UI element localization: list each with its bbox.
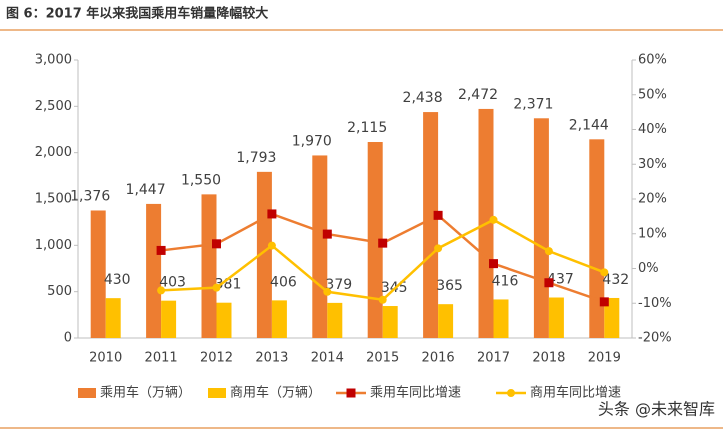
x-tick-label: 2019: [588, 351, 621, 366]
x-tick-label: 2010: [89, 351, 122, 366]
bar: [161, 300, 177, 338]
marker: [212, 239, 221, 249]
marker: [267, 241, 276, 250]
bar: [548, 297, 564, 338]
data-label: 2,438: [403, 90, 443, 106]
data-label: 1,793: [236, 150, 276, 166]
x-tick-label: 2015: [366, 351, 399, 366]
y2-tick-label: -10%: [638, 296, 672, 311]
marker: [600, 268, 609, 277]
bar: [589, 139, 605, 338]
data-label: 403: [159, 275, 186, 291]
data-label: 381: [215, 277, 242, 293]
bar: [382, 306, 398, 338]
data-label: 1,447: [126, 182, 166, 198]
legend-label: 乘用车（万辆）: [100, 385, 191, 401]
marker: [433, 210, 443, 220]
marker: [267, 209, 277, 219]
marker: [599, 297, 609, 307]
marker: [544, 278, 554, 288]
y2-tick-label: 0%: [638, 261, 659, 276]
bar: [271, 300, 287, 338]
chart-title: 图 6：2017 年以来我国乘用车销量降幅较大: [6, 6, 268, 22]
data-label: 2,472: [458, 87, 498, 103]
x-tick-label: 2013: [255, 351, 288, 366]
data-label: 406: [270, 274, 297, 290]
data-label: 1,376: [70, 188, 110, 204]
marker: [156, 245, 166, 255]
bar: [423, 112, 439, 338]
y2-tick-label: 30%: [638, 157, 667, 172]
legend-label: 商用车同比增速: [530, 385, 621, 401]
y2-tick-label: 40%: [638, 122, 667, 137]
marker: [322, 229, 332, 239]
y2-tick-label: 60%: [638, 53, 667, 68]
bar: [438, 304, 454, 338]
y-tick-label: 1,000: [35, 238, 72, 253]
bar: [105, 298, 121, 338]
bar: [533, 118, 549, 339]
marker: [157, 286, 166, 295]
data-label: 1,550: [181, 172, 221, 188]
y2-tick-label: 10%: [638, 226, 667, 241]
legend-swatch: [78, 388, 96, 398]
data-label: 430: [104, 272, 131, 288]
bar: [201, 194, 217, 338]
data-label: 2,371: [513, 96, 553, 112]
y2-tick-label: 50%: [638, 87, 667, 102]
y-tick-label: 500: [47, 284, 72, 299]
y2-tick-label: 20%: [638, 192, 667, 207]
legend-marker: [346, 388, 356, 398]
bar: [216, 302, 232, 338]
data-label: 379: [325, 277, 352, 293]
bar: [327, 302, 343, 338]
legend-marker: [507, 389, 515, 397]
data-label: 2,115: [347, 120, 387, 136]
bar: [604, 297, 620, 338]
x-tick-label: 2016: [422, 351, 455, 366]
data-label: 365: [436, 278, 463, 294]
legend-swatch: [208, 388, 226, 398]
y-tick-label: 0: [64, 331, 72, 346]
bar: [146, 203, 162, 338]
marker: [378, 295, 387, 304]
x-tick-label: 2012: [200, 351, 233, 366]
data-label: 432: [602, 272, 629, 288]
watermark: 头条 @未来智库: [598, 400, 715, 419]
data-label: 416: [492, 273, 519, 289]
marker: [434, 244, 443, 253]
y-tick-label: 1,500: [35, 192, 72, 207]
bar: [367, 142, 383, 338]
legend-label: 乘用车同比增速: [370, 385, 461, 401]
data-label: 1,970: [292, 133, 332, 149]
marker: [544, 247, 553, 256]
bar: [90, 210, 106, 338]
bar: [312, 155, 328, 338]
marker: [489, 259, 498, 269]
x-tick-label: 2018: [532, 351, 565, 366]
x-tick-label: 2014: [311, 351, 344, 366]
legend-label: 商用车（万辆）: [230, 385, 321, 401]
y-tick-label: 3,000: [35, 53, 72, 68]
y-tick-label: 2,000: [35, 145, 72, 160]
data-label: 2,144: [569, 117, 609, 133]
x-tick-label: 2011: [145, 351, 178, 366]
marker: [489, 215, 498, 224]
marker: [378, 238, 388, 248]
marker: [323, 287, 332, 296]
bar: [493, 299, 509, 338]
marker: [212, 283, 221, 292]
x-tick-label: 2017: [477, 351, 510, 366]
y2-tick-label: -20%: [638, 331, 672, 346]
y-tick-label: 2,500: [35, 99, 72, 114]
